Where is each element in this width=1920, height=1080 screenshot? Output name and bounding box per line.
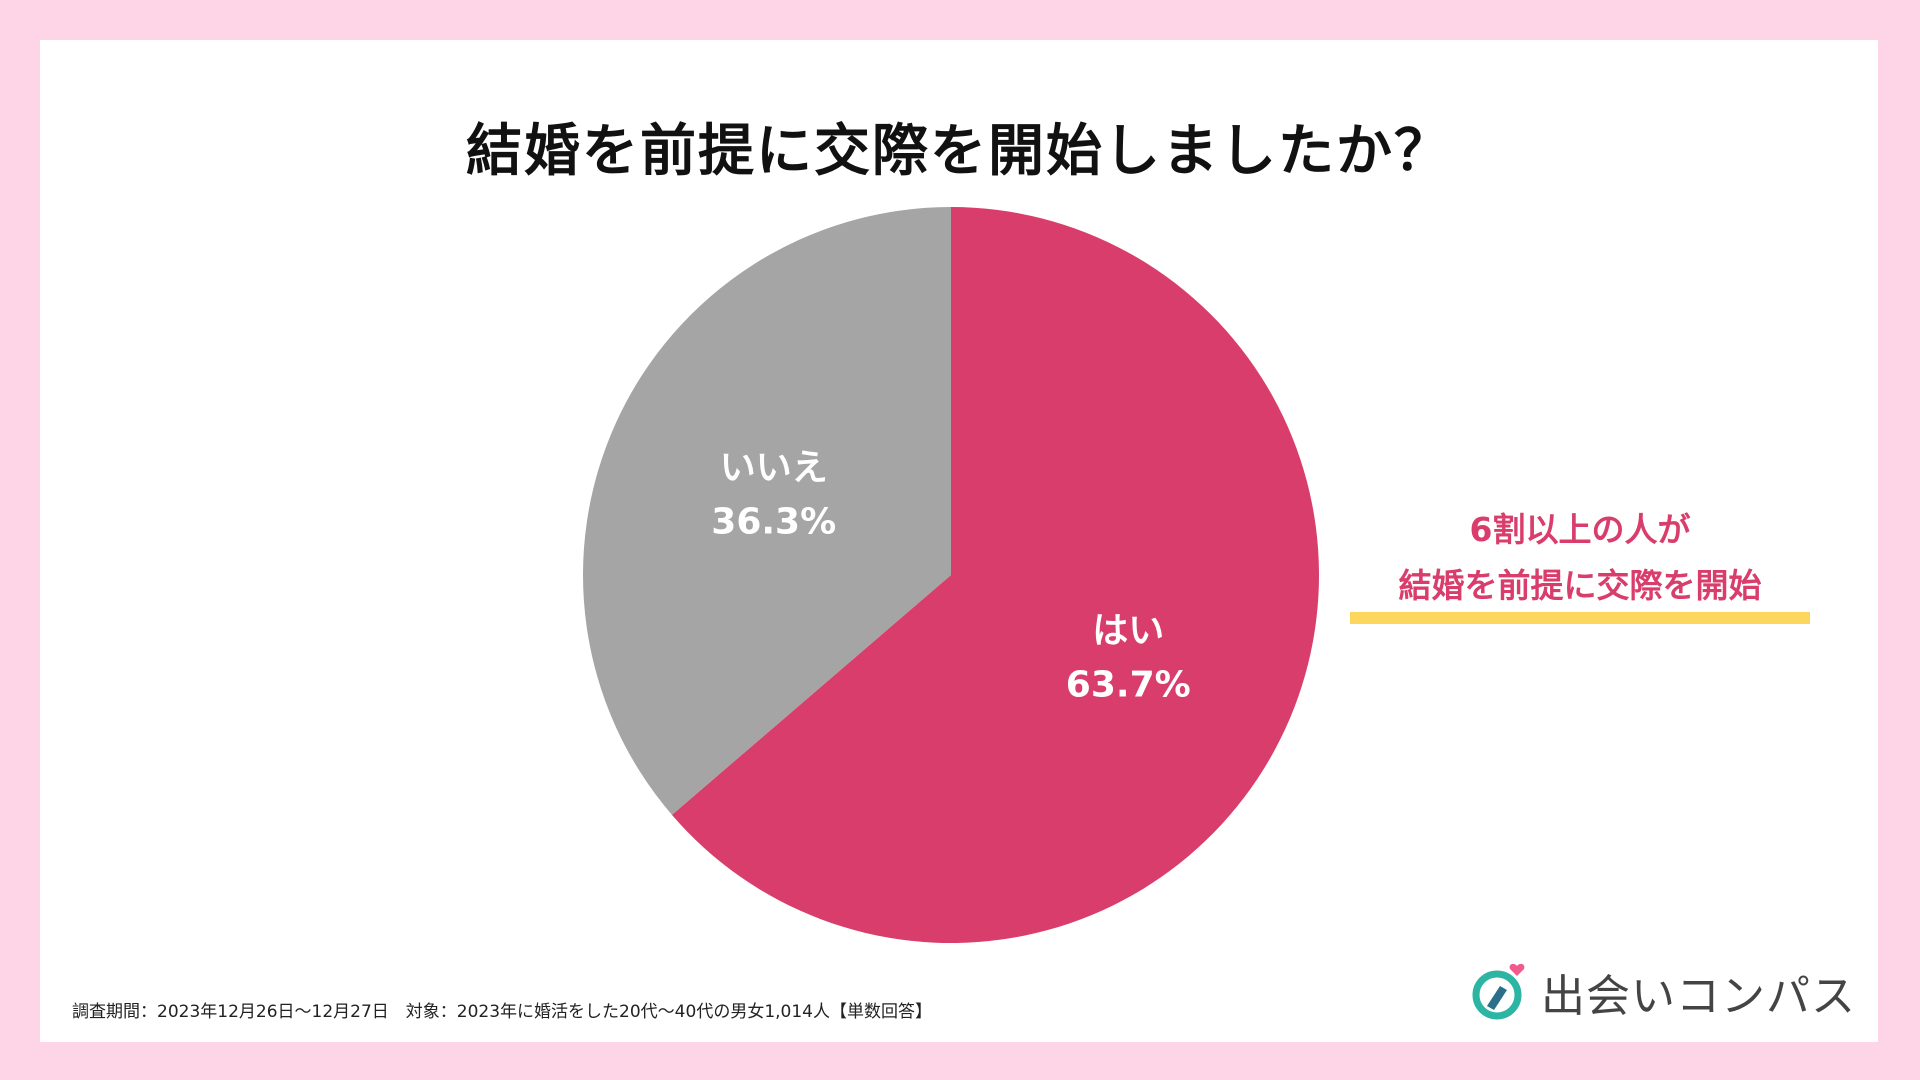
slice-value-1: 36.3% [711, 502, 836, 543]
callout-text: 6割以上の人が 結婚を前提に交際を開始 [1350, 502, 1810, 614]
callout-line-1: 6割以上の人が [1469, 510, 1691, 549]
slice-label-1: いいえ [720, 448, 828, 489]
chart-title: 結婚を前提に交際を開始しましたか？ [466, 119, 1452, 184]
brand-name: 出会いコンパス [1541, 971, 1856, 1022]
pie-slice-1 [583, 206, 951, 815]
pie-slice-0 [671, 207, 1319, 943]
brand-logo: 出会いコンパス [1467, 960, 1856, 1024]
survey-footnote: 調査期間：2023年12月26日〜12月27日 対象：2023年に婚活をした20… [72, 1002, 932, 1022]
callout-underline [1350, 612, 1810, 624]
chart-card: 結婚を前提に交際を開始しましたか？ はい 63.7% いいえ 36.3% 6割以上の人… [40, 40, 1878, 1042]
slice-value-0: 63.7% [1066, 664, 1191, 705]
callout-line-2: 結婚を前提に交際を開始 [1398, 566, 1762, 605]
slice-label-0: はい [1092, 610, 1164, 651]
pie-chart: はい 63.7% いいえ 36.3% [583, 206, 1319, 943]
compass-heart-icon [1472, 963, 1525, 1020]
